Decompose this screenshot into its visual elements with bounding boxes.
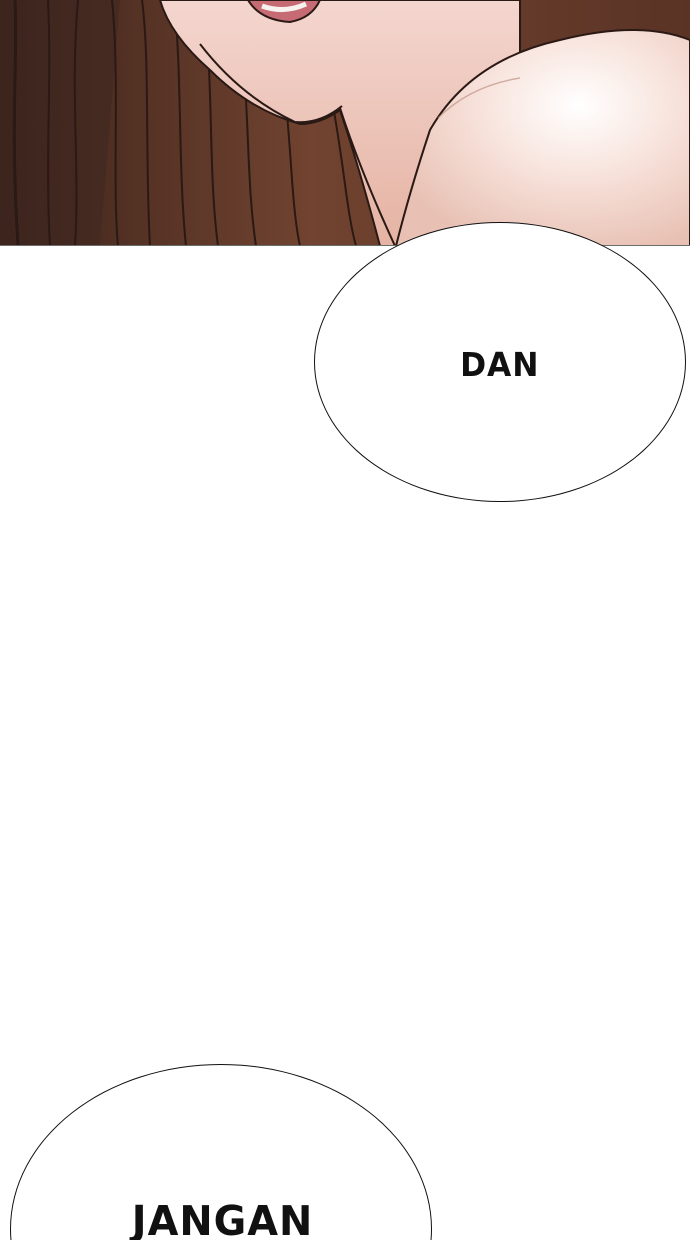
- bare-shoulder: [394, 29, 690, 246]
- speech-bubble: DAN: [314, 222, 686, 502]
- speech-bubble-text: JANGAN: [131, 1197, 313, 1240]
- speech-bubble-text: DAN: [460, 344, 540, 384]
- speech-bubble: JANGAN: [10, 1064, 432, 1240]
- comic-panel-illustration: [0, 0, 690, 246]
- mouth: [246, 0, 322, 24]
- panel-border: [0, 245, 690, 246]
